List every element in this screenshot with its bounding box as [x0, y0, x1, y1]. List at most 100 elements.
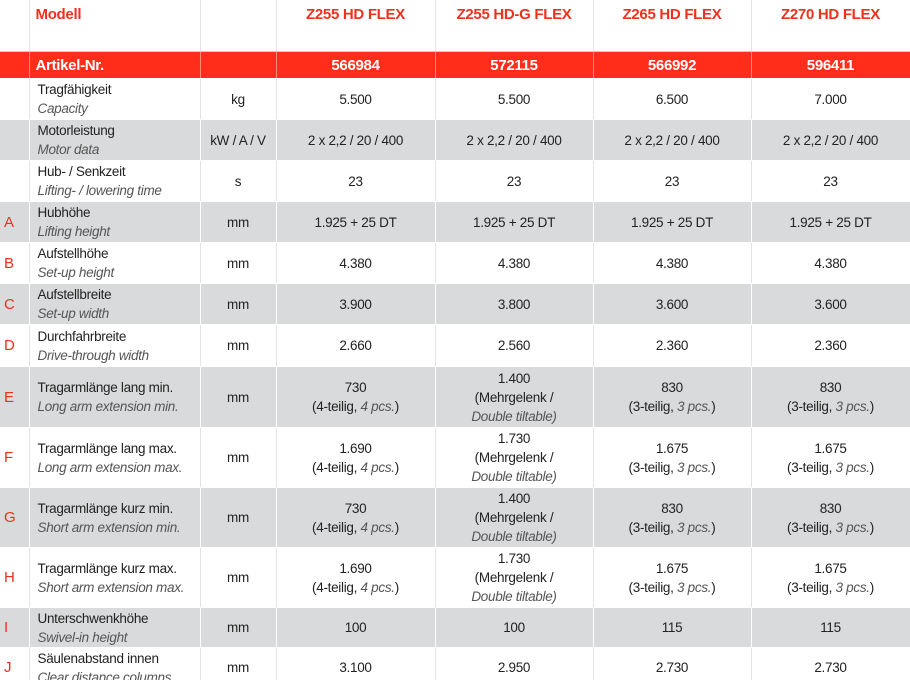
value: 2.360 — [655, 338, 689, 353]
note-de: (4-teilig, — [312, 459, 361, 475]
property-de: Hubhöhe — [37, 205, 91, 220]
model-name: Z255 HD FLEX — [276, 0, 436, 52]
article-number: 566984 — [276, 51, 436, 79]
value-cell: 1.675 (3-teilig, 3 pcs.) — [751, 547, 910, 608]
value: 7.000 — [814, 91, 847, 107]
dimension-letter — [0, 78, 30, 120]
property-de: Unterschwenkhöhe — [37, 610, 149, 626]
value-cell: 1.400 (Mehrgelenk / Double tiltable) — [435, 366, 594, 428]
property-label: Säulenabstand innen Clear distance column… — [29, 647, 201, 680]
unit: mm — [200, 607, 277, 648]
note-de: (3-teilig, — [787, 459, 836, 475]
value-cell: 115 — [751, 607, 910, 648]
value-note: (3-teilig, 3 pcs.) — [752, 518, 910, 537]
property-en: Swivel-in height — [37, 629, 128, 645]
value: 1.675 — [655, 440, 689, 456]
spec-row: Tragfähigkeit Capacity kg 5.500 5.500 6.500 7.… — [0, 78, 910, 120]
value-cell: 830 (3-teilig, 3 pcs.) — [751, 487, 910, 548]
value: 1.730 — [497, 551, 531, 566]
value-cell: 3.600 — [751, 283, 910, 325]
value-cell: 1.925 + 25 DT — [593, 201, 752, 243]
dimension-letter — [0, 119, 30, 161]
note-close: ) — [869, 519, 875, 535]
value-note: (3-teilig, 3 pcs.) — [594, 397, 751, 416]
value: 1.675 — [814, 440, 847, 456]
property-en: Short arm extension min. — [37, 519, 181, 535]
dimension-letter: B — [0, 242, 30, 284]
value: 2 x 2,2 / 20 / 400 — [307, 132, 404, 148]
value-cell: 3.800 — [435, 283, 594, 325]
value: 2.730 — [655, 660, 689, 675]
model-name: Z255 HD-G FLEX — [435, 0, 594, 52]
property-de: Hub- / Senkzeit — [37, 164, 126, 179]
value-cell: 23 — [435, 160, 594, 202]
note-close: ) — [394, 459, 400, 475]
value: 1.925 + 25 DT — [789, 214, 872, 230]
property-en: Motor data — [37, 142, 100, 157]
value: 1.675 — [655, 560, 689, 576]
unit: mm — [200, 242, 277, 284]
value: 1.730 — [497, 431, 531, 446]
value-cell: 2 x 2,2 / 20 / 400 — [593, 119, 752, 161]
note-en: 3 pcs. — [677, 519, 712, 535]
note-close: ) — [869, 399, 875, 414]
note-close: ) — [394, 399, 400, 414]
spec-row: Motorleistung Motor data kW / A / V 2 x 2,2… — [0, 119, 910, 161]
note-en: 4 pcs. — [360, 579, 396, 595]
note-en: 3 pcs. — [677, 459, 712, 475]
property-de: Motorleistung — [37, 123, 115, 138]
note-en-line: Double tiltable) — [471, 589, 557, 604]
unit: mm — [200, 547, 277, 608]
unit: mm — [200, 324, 277, 367]
note-en: 3 pcs. — [677, 399, 712, 414]
value: 2.950 — [497, 660, 531, 675]
empty-cell — [200, 51, 277, 79]
property-de: Tragarmlänge kurz max. — [37, 560, 178, 576]
value-cell: 23 — [751, 160, 910, 202]
value-note: (3-teilig, 3 pcs.) — [752, 458, 910, 477]
note-de: (3-teilig, — [628, 399, 678, 414]
value-cell: 23 — [276, 160, 436, 202]
value-note: (4-teilig, 4 pcs.) — [277, 397, 435, 416]
note-de: (4-teilig, — [312, 399, 361, 414]
value-cell: 1.675 (3-teilig, 3 pcs.) — [593, 427, 752, 488]
note-en: 3 pcs. — [835, 579, 871, 595]
value: 3.600 — [814, 296, 847, 312]
property-label: Unterschwenkhöhe Swivel-in height — [29, 607, 201, 648]
value: 2 x 2,2 / 20 / 400 — [782, 132, 879, 148]
property-en: Long arm extension min. — [37, 399, 179, 414]
value-note: (4-teilig, 4 pcs.) — [277, 458, 435, 477]
value-note: (Mehrgelenk / — [436, 448, 593, 467]
dimension-letter: F — [0, 427, 30, 488]
spec-row: D Durchfahrbreite Drive-through width mm 2.6… — [0, 324, 910, 367]
value: 1.925 + 25 DT — [630, 214, 714, 230]
note-en-line: Double tiltable) — [471, 408, 557, 424]
dimension-letter: A — [0, 201, 30, 243]
value: 730 — [344, 500, 367, 516]
value-cell: 2.360 — [751, 324, 910, 367]
property-label: Durchfahrbreite Drive-through width — [29, 324, 201, 367]
value-note: (3-teilig, 3 pcs.) — [752, 397, 910, 416]
value-cell: 1.400 (Mehrgelenk / Double tiltable) — [435, 487, 594, 548]
note-en: 4 pcs. — [360, 459, 396, 475]
property-en: Clear distance columns — [37, 669, 172, 680]
model-name: Z270 HD FLEX — [751, 0, 910, 52]
value-note: (3-teilig, 3 pcs.) — [594, 578, 751, 597]
property-en: Short arm extension max. — [37, 579, 185, 595]
value-cell: 1.730 (Mehrgelenk / Double tiltable) — [435, 547, 594, 608]
property-label: Tragarmlänge lang min. Long arm extension… — [29, 366, 201, 428]
property-en: Lifting height — [37, 224, 111, 239]
unit: mm — [200, 487, 277, 548]
property-label: Motorleistung Motor data — [29, 119, 201, 161]
dimension-letter — [0, 160, 30, 202]
value: 100 — [344, 620, 367, 635]
article-number: 566992 — [593, 51, 752, 79]
value: 100 — [503, 620, 525, 635]
value-cell: 1.690 (4-teilig, 4 pcs.) — [276, 427, 436, 488]
unit: mm — [200, 647, 277, 680]
value: 1.925 + 25 DT — [314, 214, 397, 230]
dimension-letter: D — [0, 324, 30, 367]
value: 2 x 2,2 / 20 / 400 — [466, 132, 562, 148]
value-note: (3-teilig, 3 pcs.) — [594, 518, 751, 537]
note-close: ) — [394, 519, 400, 535]
